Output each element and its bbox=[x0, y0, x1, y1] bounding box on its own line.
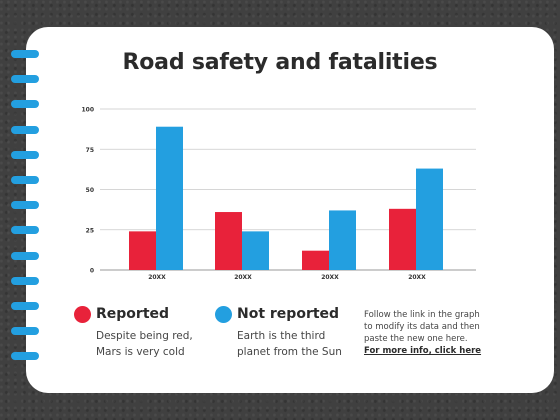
side-note-line-2: to modify its data and then bbox=[364, 322, 480, 332]
bar-not-reported bbox=[156, 126, 183, 271]
binding-ring bbox=[11, 276, 39, 285]
binding-ring bbox=[11, 226, 39, 235]
slide-title: Road safety and fatalities bbox=[122, 50, 438, 75]
chart-bars bbox=[129, 126, 443, 271]
x-axis-tick-labels: 20XX 20XX 20XX 20XX bbox=[148, 274, 426, 281]
x-tick-label: 20XX bbox=[408, 274, 426, 281]
binding-ring bbox=[11, 150, 39, 159]
binding-ring bbox=[11, 201, 39, 210]
bar-reported bbox=[129, 231, 156, 270]
reported-description: Despite being red, Mars is very cold bbox=[96, 328, 193, 360]
x-tick-label: 20XX bbox=[234, 274, 252, 281]
bar-reported bbox=[215, 212, 242, 270]
x-tick-label: 20XX bbox=[321, 274, 339, 281]
y-tick-label: 25 bbox=[86, 227, 94, 234]
y-axis-tick-labels: 0 25 50 75 100 bbox=[81, 107, 94, 275]
reported-description-line-1: Despite being red, bbox=[96, 330, 193, 342]
not-reported-legend-label: Not reported bbox=[237, 306, 340, 322]
reported-legend-dot bbox=[74, 306, 91, 323]
bar-not-reported bbox=[329, 210, 356, 270]
binding-ring bbox=[11, 302, 39, 310]
binding-ring bbox=[11, 75, 39, 84]
more-info-link[interactable]: For more info, click here bbox=[364, 346, 482, 356]
reported-description-line-2: Mars is very cold bbox=[96, 346, 185, 358]
binding-ring bbox=[11, 176, 39, 184]
bar-not-reported bbox=[416, 168, 443, 270]
binding-ring bbox=[11, 327, 39, 336]
not-reported-legend-dot bbox=[215, 306, 232, 323]
y-tick-label: 100 bbox=[81, 107, 94, 114]
binding-ring bbox=[11, 251, 39, 260]
binding-ring bbox=[11, 125, 39, 134]
bar-reported bbox=[302, 250, 329, 270]
side-note: Follow the link in the graph to modify i… bbox=[364, 309, 481, 357]
not-reported-description-line-1: Earth is the third bbox=[237, 330, 326, 342]
side-note-line-3: paste the new one here. bbox=[364, 334, 468, 344]
side-note-line-1: Follow the link in the graph bbox=[364, 310, 480, 320]
bar-not-reported bbox=[242, 231, 269, 270]
not-reported-description-line-2: planet from the Sun bbox=[237, 346, 342, 358]
y-tick-label: 75 bbox=[86, 147, 94, 154]
y-tick-label: 0 bbox=[90, 268, 94, 275]
x-tick-label: 20XX bbox=[148, 274, 166, 281]
bar-reported bbox=[389, 208, 416, 270]
not-reported-description: Earth is the third planet from the Sun bbox=[237, 328, 342, 360]
reported-legend-label: Reported bbox=[96, 306, 170, 322]
binding-ring bbox=[11, 352, 39, 361]
y-tick-label: 50 bbox=[86, 187, 94, 194]
binding-ring bbox=[11, 100, 39, 109]
binding-ring bbox=[11, 50, 39, 58]
notebook-card bbox=[26, 27, 554, 393]
